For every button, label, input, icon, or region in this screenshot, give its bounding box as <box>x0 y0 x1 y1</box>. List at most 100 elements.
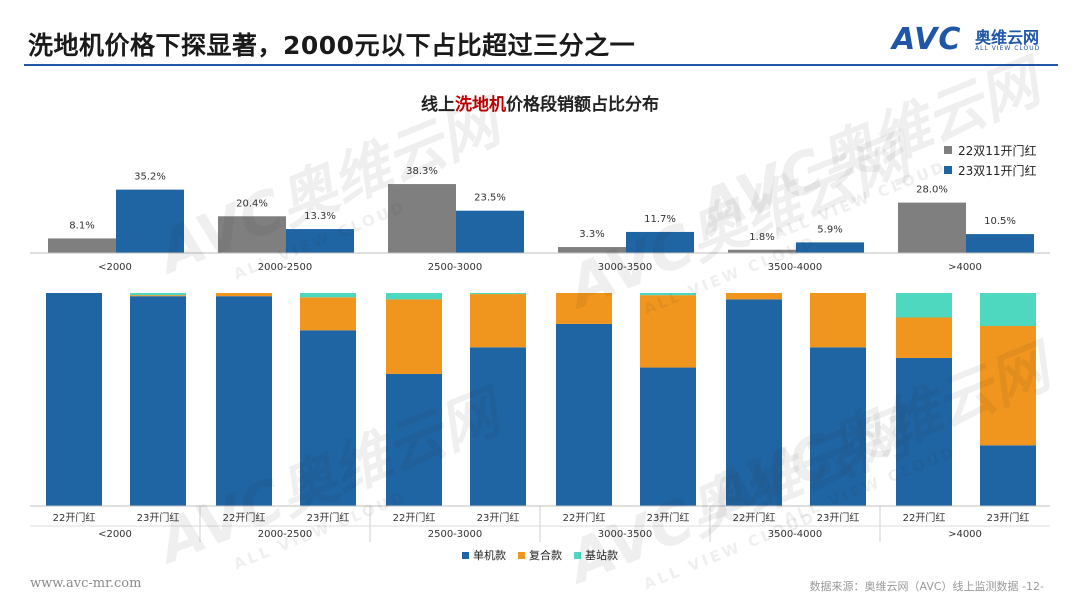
stack-standalone-5-0 <box>896 357 952 506</box>
category-label-top-4: 3500-4000 <box>768 262 823 273</box>
sub-category-label-3-1: 23开门红 <box>647 511 690 524</box>
category-label-bottom-2: 2500-3000 <box>428 529 483 540</box>
stack-station-2-0 <box>386 293 442 300</box>
stack-standalone-5-1 <box>980 445 1036 506</box>
bar-label-23-1: 13.3% <box>304 211 336 222</box>
bar-22-5 <box>898 202 966 253</box>
chart-title: 线上洗地机价格段销额占比分布 <box>0 90 1080 115</box>
legend-swatch-standalone <box>462 551 469 559</box>
legend-label-standalone: 单机款 <box>473 549 506 562</box>
legend-swatch-22 <box>944 146 952 154</box>
legend-swatch-23 <box>944 166 952 174</box>
bar-22-0 <box>48 238 116 253</box>
category-label-bottom-5: >4000 <box>948 529 982 540</box>
header-divider <box>24 64 1058 66</box>
avc-logo: AVC 奥维云网 ALL VIEW CLOUD <box>892 22 1057 57</box>
stack-station-1-1 <box>300 293 356 298</box>
bar-23-1 <box>286 229 354 253</box>
legend-item-23: 23双11开门红 <box>944 160 1037 180</box>
chart-title-highlight: 洗地机 <box>455 95 506 115</box>
sub-category-label-4-1: 23开门红 <box>817 511 860 524</box>
sub-category-label-3-0: 22开门红 <box>563 511 606 524</box>
bar-label-22-5: 28.0% <box>916 185 948 196</box>
bar-22-2 <box>388 184 456 253</box>
bar-22-4 <box>728 249 796 253</box>
category-label-top-3: 3000-3500 <box>598 262 653 273</box>
category-label-top-5: >4000 <box>948 262 982 273</box>
bar-23-4 <box>796 242 864 253</box>
footer-source: 数据来源：奥维云网（AVC）线上监测数据 -12- <box>809 580 1044 593</box>
stack-standalone-2-1 <box>470 347 526 506</box>
stack-station-3-1 <box>640 293 696 296</box>
legend-item-standalone: 单机款 <box>462 545 506 565</box>
stack-standalone-1-0 <box>216 296 272 506</box>
stack-composite-4-0 <box>726 293 782 300</box>
stack-standalone-2-0 <box>386 373 442 506</box>
category-label-bottom-0: <2000 <box>98 529 132 540</box>
footer-website: www.avc-mr.com <box>30 576 142 591</box>
stack-station-5-0 <box>896 293 952 318</box>
bar-23-3 <box>626 231 694 253</box>
bar-label-23-3: 11.7% <box>644 214 676 225</box>
bar-23-0 <box>116 189 184 253</box>
stack-composite-5-0 <box>896 317 952 358</box>
bar-23-2 <box>456 210 524 253</box>
legend-label-station: 基站款 <box>585 549 618 562</box>
bar-label-22-0: 8.1% <box>69 220 94 231</box>
logo-english-name: ALL VIEW CLOUD <box>975 45 1041 52</box>
bar-label-23-4: 5.9% <box>817 224 842 235</box>
sub-category-label-2-0: 22开门红 <box>393 511 436 524</box>
legend-swatch-station <box>574 551 581 559</box>
stack-composite-4-1 <box>810 293 866 348</box>
sub-category-label-4-0: 22开门红 <box>733 511 776 524</box>
logo-chinese-name: 奥维云网 <box>975 28 1040 47</box>
sub-category-label-1-0: 22开门红 <box>223 511 266 524</box>
stack-station-0-1 <box>130 293 186 296</box>
category-label-bottom-1: 2000-2500 <box>258 529 313 540</box>
sub-category-label-0-0: 22开门红 <box>53 511 96 524</box>
logo-brand: AVC <box>892 22 962 57</box>
stack-composite-2-1 <box>470 294 526 348</box>
stack-standalone-3-0 <box>556 323 612 506</box>
stack-standalone-0-1 <box>130 296 186 506</box>
category-label-top-2: 2500-3000 <box>428 262 483 273</box>
legend-swatch-composite <box>518 551 525 559</box>
bar-chart-legend: 22双11开门红 23双11开门红 <box>944 140 1037 180</box>
stack-composite-2-0 <box>386 299 442 374</box>
category-label-top-0: <2000 <box>98 262 132 273</box>
stack-station-2-1 <box>470 293 526 295</box>
sub-category-label-0-1: 23开门红 <box>137 511 180 524</box>
category-label-top-1: 2000-2500 <box>258 262 313 273</box>
sub-category-label-1-1: 23开门红 <box>307 511 350 524</box>
stack-standalone-3-1 <box>640 367 696 506</box>
bar-label-22-4: 1.8% <box>749 232 774 243</box>
legend-item-station: 基站款 <box>574 545 618 565</box>
stack-standalone-4-1 <box>810 347 866 506</box>
legend-item-composite: 复合款 <box>518 545 562 565</box>
bar-label-23-5: 10.5% <box>984 216 1016 227</box>
sub-category-label-5-1: 23开门红 <box>987 511 1030 524</box>
page-title: 洗地机价格下探显著，2000元以下占比超过三分之一 <box>28 31 636 60</box>
bar-label-22-1: 20.4% <box>236 198 268 209</box>
bar-23-5 <box>966 234 1034 253</box>
stack-standalone-1-1 <box>300 330 356 506</box>
bar-label-23-0: 35.2% <box>134 172 166 183</box>
bar-22-3 <box>558 247 626 253</box>
category-label-bottom-3: 3000-3500 <box>598 529 653 540</box>
bar-label-22-3: 3.3% <box>579 229 604 240</box>
stack-standalone-4-0 <box>726 299 782 506</box>
stack-station-5-1 <box>980 293 1036 327</box>
stack-composite-3-0 <box>556 293 612 324</box>
stack-composite-3-1 <box>640 295 696 368</box>
stack-composite-1-1 <box>300 297 356 331</box>
stack-composite-1-0 <box>216 293 272 297</box>
bar-label-22-2: 38.3% <box>406 166 438 177</box>
sub-category-label-5-0: 22开门红 <box>903 511 946 524</box>
legend-item-22: 22双11开门红 <box>944 140 1037 160</box>
bar-22-1 <box>218 216 286 253</box>
sub-category-label-2-1: 23开门红 <box>477 511 520 524</box>
legend-label-23: 23双11开门红 <box>958 163 1037 178</box>
stack-standalone-0-0 <box>46 293 102 506</box>
category-label-bottom-4: 3500-4000 <box>768 529 823 540</box>
